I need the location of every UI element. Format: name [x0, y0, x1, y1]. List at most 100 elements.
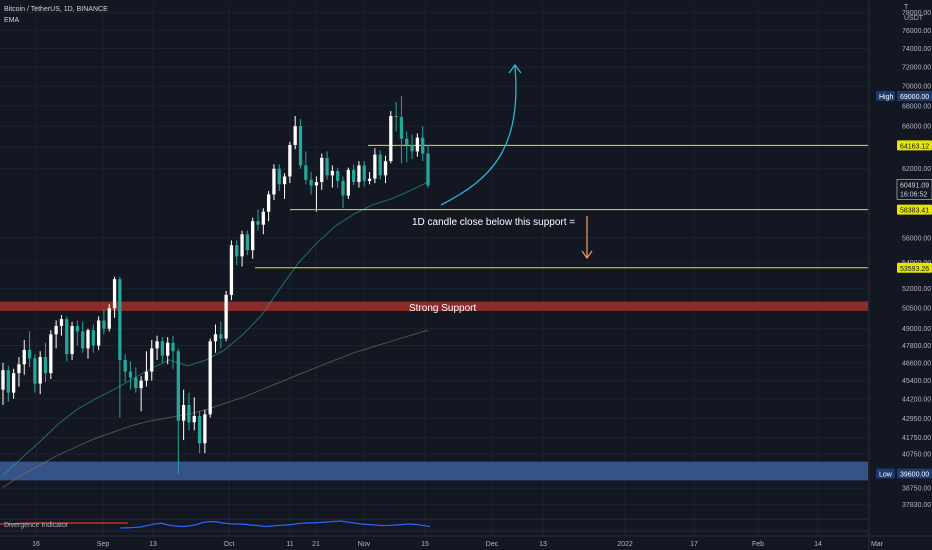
candle-body	[49, 334, 53, 374]
ema-line-0	[2, 181, 429, 476]
candle-body	[383, 161, 388, 176]
candle-22	[118, 276, 122, 418]
candle-41	[219, 321, 223, 349]
candle-59	[314, 176, 319, 212]
candle-body	[102, 320, 106, 329]
candle-body	[6, 370, 10, 393]
level-price-label-1[interactable]: 58383.41	[900, 208, 929, 215]
price-axis[interactable]: 78000.00 76000.00 74000.00 72000.00 70000.00…	[868, 0, 932, 550]
candle-47	[251, 217, 255, 259]
candle-body	[187, 404, 191, 423]
price-tick-label: 47800.00	[902, 343, 931, 350]
candle-63	[336, 167, 340, 188]
level-price-label-2[interactable]: 53593.26	[900, 266, 929, 273]
candle-67	[357, 161, 361, 188]
candle-body	[272, 168, 276, 195]
zone-0	[0, 301, 868, 311]
projection-arrow-up[interactable]	[440, 65, 517, 206]
candle-body	[96, 320, 101, 346]
price-tick-label: 50500.00	[902, 306, 931, 313]
candle-58	[309, 172, 313, 195]
candle-body	[65, 319, 69, 355]
candle-23	[123, 354, 127, 383]
candle-body	[251, 221, 255, 251]
marker-high-tag-bg	[876, 91, 895, 102]
candle-73	[389, 110, 393, 164]
candle-49	[261, 208, 265, 235]
candle-7	[38, 351, 42, 395]
candle-32	[171, 335, 175, 369]
candle-35	[187, 392, 191, 431]
currency-mark: T	[904, 4, 909, 11]
projection-arrowhead-up	[508, 63, 522, 74]
candle-body	[325, 157, 329, 176]
candle-71	[378, 150, 382, 180]
candle-57	[304, 151, 308, 185]
candle-17	[91, 324, 95, 353]
candle-body	[314, 182, 319, 186]
candle-13	[70, 321, 74, 360]
candle-body	[70, 325, 74, 355]
level-price-label-0-bg	[897, 140, 932, 151]
candle-53	[282, 173, 287, 199]
grid-lines	[0, 4, 868, 536]
candle-body	[197, 415, 202, 444]
candle-55	[293, 116, 297, 150]
zones	[0, 301, 868, 481]
candle-body	[373, 154, 377, 179]
price-tick-label: 46600.00	[902, 360, 931, 367]
candle-body	[166, 342, 170, 356]
candle-15	[81, 321, 85, 353]
candle-body	[240, 234, 244, 257]
level-price-label-0[interactable]: 64163.12	[900, 143, 929, 150]
candle-29	[155, 335, 159, 360]
candle-40	[213, 324, 218, 353]
drawn-arrows[interactable]	[440, 63, 593, 260]
candle-body	[176, 351, 180, 421]
candle-25	[134, 367, 138, 393]
symbol-title: Bitcoin / TetherUS, 1D, BINANCE	[4, 6, 108, 13]
candle-11	[59, 314, 64, 336]
price-tick-label: 44200.00	[902, 396, 931, 403]
time-tick-label: Nov	[358, 541, 371, 548]
candle-body	[266, 194, 271, 212]
zone-1	[0, 461, 868, 481]
horizontal-levels[interactable]	[255, 144, 868, 269]
candle-44	[235, 240, 239, 266]
candle-56	[298, 119, 303, 169]
candle-18	[96, 316, 101, 350]
candle-body	[415, 137, 420, 152]
candle-body	[1, 370, 5, 390]
candle-body	[261, 211, 265, 225]
breakdown-arrowhead-down	[581, 250, 593, 260]
candle-body	[208, 341, 212, 415]
candle-21	[112, 276, 117, 318]
candle-1	[6, 365, 10, 402]
currency-label[interactable]: USDT	[904, 15, 924, 22]
candle-75	[399, 96, 404, 164]
candle-body	[86, 330, 90, 349]
candle-0	[1, 362, 5, 405]
candle-27	[144, 351, 149, 387]
price-tick-label: 70000.00	[902, 84, 931, 91]
candle-68	[362, 161, 366, 187]
candle-10	[54, 320, 58, 349]
candle-69	[367, 172, 372, 185]
price-tick-label: 49000.00	[902, 326, 931, 333]
candle-4	[22, 339, 26, 375]
candle-body	[38, 357, 42, 384]
candle-9	[49, 330, 53, 380]
current-price-label[interactable]: 60491.09	[900, 182, 929, 189]
candle-8	[43, 342, 48, 383]
candle-24	[128, 361, 133, 390]
candle-76	[405, 131, 409, 163]
time-tick-label: 15	[421, 541, 429, 548]
candle-body	[192, 415, 196, 423]
candle-body	[351, 169, 356, 183]
candle-51	[272, 164, 276, 201]
time-axis[interactable]: 16 Sep 13 Oct 11 21 Nov 15 Dec 13 2022 17 Feb 14 Mar	[0, 535, 932, 548]
candle-45	[240, 230, 244, 267]
candle-body	[22, 349, 26, 365]
